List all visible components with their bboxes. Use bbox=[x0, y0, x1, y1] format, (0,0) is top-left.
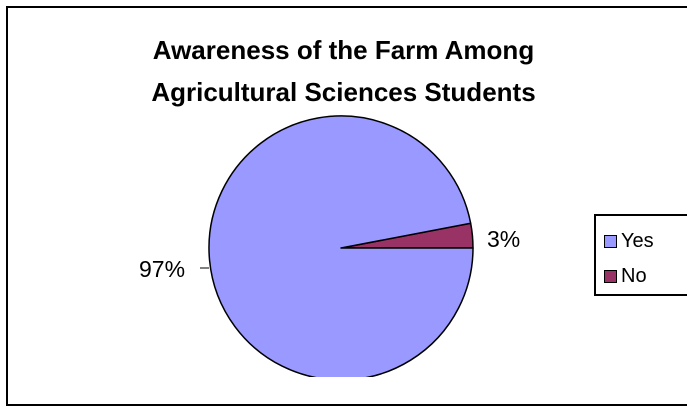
legend-label-no: No bbox=[621, 265, 647, 287]
legend-item-yes: Yes bbox=[604, 231, 654, 251]
pie-slice-yes bbox=[208, 115, 474, 377]
legend: Yes No bbox=[594, 214, 687, 296]
legend-swatch-no bbox=[604, 269, 617, 283]
legend-item-no: No bbox=[604, 266, 647, 286]
chart-title-line-1: Awareness of the Farm Among bbox=[152, 35, 535, 65]
pie-chart bbox=[200, 115, 474, 377]
legend-label-yes: Yes bbox=[621, 230, 654, 252]
slice-label-no: 3% bbox=[487, 226, 521, 252]
chart-title-line-2: Agricultural Sciences Students bbox=[151, 77, 536, 107]
legend-swatch-yes bbox=[604, 234, 617, 248]
slice-label-yes: 97% bbox=[139, 256, 186, 282]
